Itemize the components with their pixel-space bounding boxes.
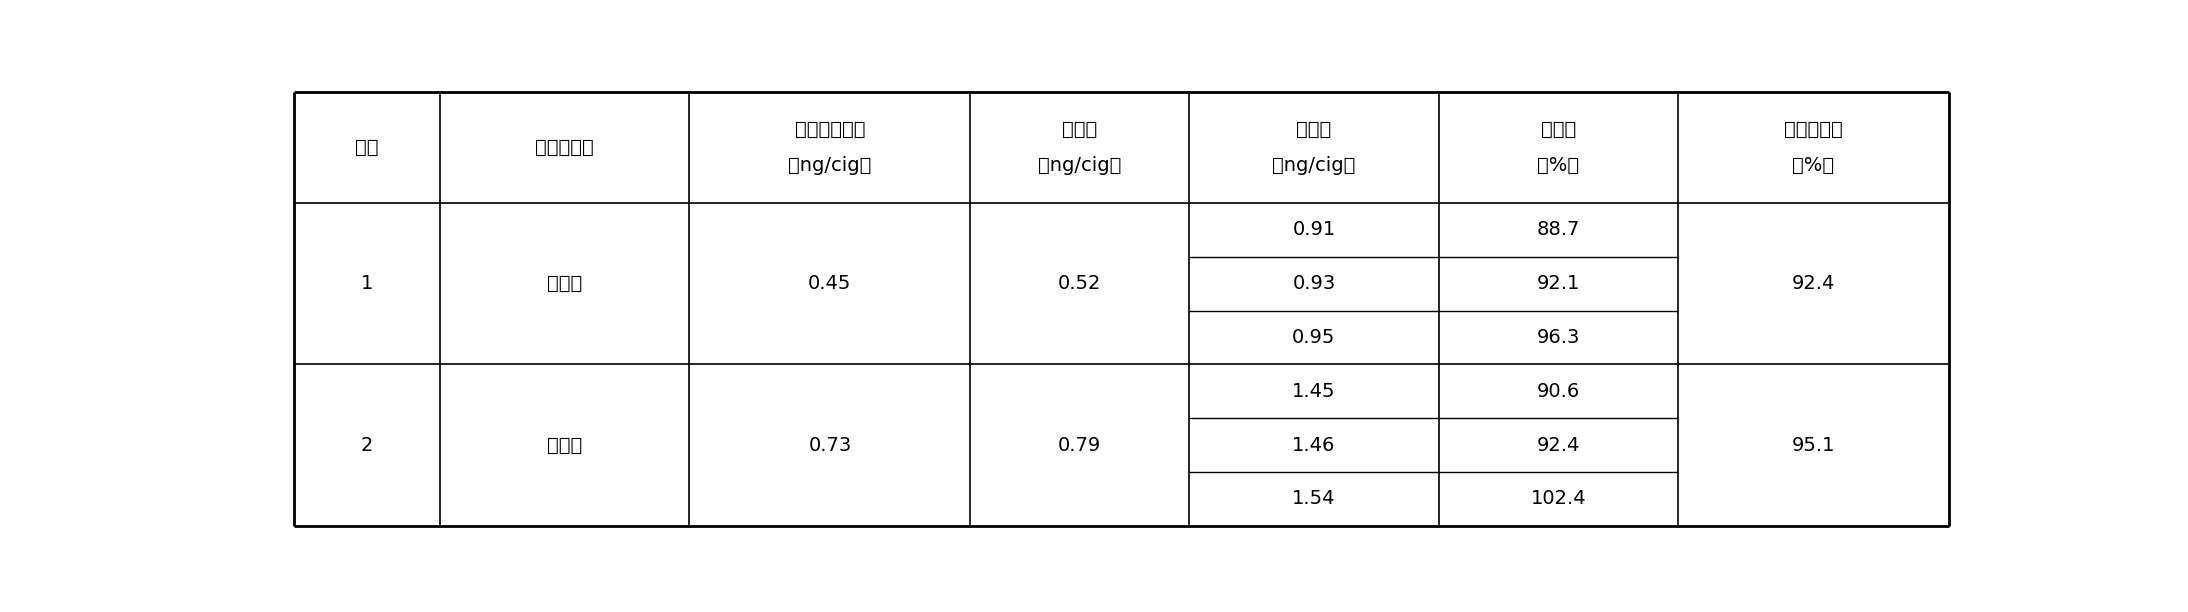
Text: （%）: （%） [1538,156,1580,175]
Text: 92.1: 92.1 [1536,274,1580,293]
Text: 2: 2 [361,436,372,455]
Text: 序号: 序号 [354,138,379,157]
Text: 1.46: 1.46 [1293,436,1335,455]
Text: （ng/cig）: （ng/cig） [1271,156,1357,175]
Text: 1.54: 1.54 [1293,490,1335,509]
Text: 平均回收率: 平均回收率 [1783,120,1842,140]
Text: 0.45: 0.45 [807,274,851,293]
Text: 96.3: 96.3 [1536,328,1580,347]
Text: 92.4: 92.4 [1792,274,1836,293]
Text: 回收率: 回收率 [1540,120,1575,140]
Text: 0.52: 0.52 [1059,274,1101,293]
Text: 三价砷: 三价砷 [547,274,582,293]
Text: 102.4: 102.4 [1532,490,1586,509]
Text: 0.91: 0.91 [1293,220,1335,239]
Text: 0.73: 0.73 [807,436,851,455]
Text: 实际样品含量: 实际样品含量 [794,120,864,140]
Text: 1.45: 1.45 [1293,382,1335,401]
Text: 化合物名称: 化合物名称 [536,138,593,157]
Text: 1: 1 [361,274,372,293]
Text: （ng/cig）: （ng/cig） [1037,156,1122,175]
Text: 0.93: 0.93 [1293,274,1335,293]
Text: 95.1: 95.1 [1792,436,1836,455]
Text: 92.4: 92.4 [1536,436,1580,455]
Text: 88.7: 88.7 [1536,220,1580,239]
Text: （ng/cig）: （ng/cig） [788,156,871,175]
Text: 90.6: 90.6 [1536,382,1580,401]
Text: 0.79: 0.79 [1059,436,1101,455]
Text: 五价砷: 五价砷 [547,436,582,455]
Text: 加入量: 加入量 [1061,120,1098,140]
Text: （%）: （%） [1792,156,1834,175]
Text: 测定量: 测定量 [1295,120,1332,140]
Text: 0.95: 0.95 [1293,328,1335,347]
